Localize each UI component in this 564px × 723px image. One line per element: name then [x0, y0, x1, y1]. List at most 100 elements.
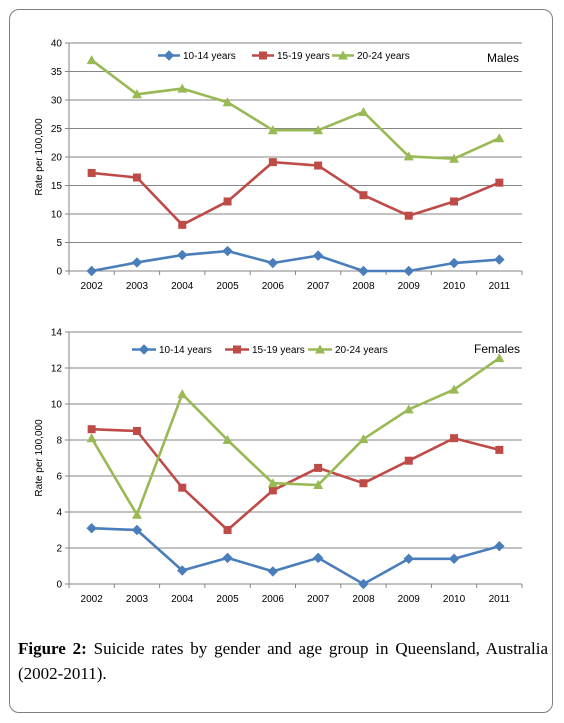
females-chart: 0 2 4 6 8 10 12 14 2002 2003 2004 2005 2006 2007 2008 2…	[34, 328, 523, 605]
males-xtick-label: 2010	[443, 281, 466, 292]
males-series-line-20-24-years	[90, 59, 500, 161]
males-xtick-label: 2003	[126, 281, 149, 292]
males-point-10-14-years	[358, 265, 369, 277]
males-point-20-24-years	[313, 125, 324, 135]
females-point-10-14-years	[131, 524, 143, 536]
males-ytick-label: 40	[51, 39, 63, 50]
females-ytick-label: 2	[56, 544, 62, 555]
females-point-20-24-years	[177, 389, 188, 399]
females-ytick-label: 14	[51, 328, 63, 339]
males-point-15-19-years	[132, 173, 141, 182]
females-series-line-20-24-years	[90, 357, 501, 516]
males-legend-label-15-19-years: 15-19 years	[277, 51, 330, 62]
males-y-axis-label: Rate per 100,000	[34, 118, 45, 196]
females-legend-label-10-14-years: 10-14 years	[159, 345, 212, 356]
caption-label: Figure 2:	[18, 639, 87, 658]
females-point-20-24-years	[86, 433, 97, 443]
females-point-20-24-years	[358, 434, 369, 444]
males-xtick-label: 2002	[81, 281, 104, 292]
females-legend-label-15-19-years: 15-19 years	[252, 345, 305, 356]
males-point-10-14-years	[177, 249, 188, 261]
females-xtick-label: 2011	[489, 594, 511, 605]
females-point-15-19-years	[450, 434, 459, 443]
males-point-10-14-years	[86, 265, 97, 277]
males-point-15-19-years	[495, 178, 504, 187]
males-point-20-24-years	[449, 153, 460, 163]
females-series-line-10-14-years	[91, 526, 500, 586]
males-xtick-label: 2006	[262, 281, 285, 292]
females-point-10-14-years	[494, 540, 505, 552]
males-ytick-label: 35	[51, 67, 63, 78]
females-point-15-19-years	[87, 425, 96, 434]
males-legend-label-20-24-years: 20-24 years	[357, 51, 410, 62]
males-ytick-label: 15	[51, 181, 63, 192]
males-point-15-19-years	[359, 191, 368, 200]
males-legend-marker-20-24-years	[338, 50, 348, 60]
females-ytick-label: 6	[56, 472, 62, 483]
females-xtick-label: 2006	[262, 594, 285, 605]
females-point-15-19-years	[495, 445, 504, 454]
females-point-10-14-years	[222, 552, 233, 564]
males-ytick-label: 30	[51, 96, 63, 107]
females-point-10-14-years	[177, 565, 188, 576]
males-point-10-14-years	[312, 250, 324, 261]
females-point-20-24-years	[403, 404, 414, 414]
females-point-10-14-years	[448, 553, 460, 565]
males-point-10-14-years	[222, 245, 233, 257]
males-point-15-19-years	[87, 168, 96, 177]
females-y-axis-label: Rate per 100,000	[34, 419, 45, 497]
males-legend-marker-10-14-years	[163, 50, 175, 61]
females-point-15-19-years	[132, 427, 141, 435]
females-series-line-15-19-years	[91, 427, 500, 532]
females-xtick-label: 2005	[216, 594, 239, 605]
males-point-20-24-years	[403, 151, 414, 161]
females-ytick-label: 10	[51, 400, 63, 411]
caption-text: Suicide rates by gender and age group in…	[18, 639, 548, 683]
females-xtick-label: 2002	[81, 594, 104, 605]
males-xtick-label: 2005	[216, 281, 239, 292]
females-point-20-24-years	[449, 384, 460, 394]
females-point-15-19-years	[404, 456, 413, 465]
males-point-10-14-years	[494, 254, 505, 265]
males-point-15-19-years	[268, 158, 277, 167]
males-point-15-19-years	[223, 197, 232, 206]
females-xtick-label: 2007	[307, 594, 330, 605]
females-legend-marker-15-19-years	[233, 345, 241, 354]
males-series-line-10-14-years	[91, 249, 500, 273]
males-xtick-label: 2011	[489, 281, 511, 292]
figure-frame	[9, 9, 553, 713]
females-point-10-14-years	[312, 552, 324, 564]
males-point-20-24-years	[177, 83, 188, 93]
males-point-15-19-years	[314, 161, 323, 170]
females-point-15-19-years	[359, 479, 368, 488]
females-point-20-24-years	[267, 478, 278, 488]
males-ytick-label: 10	[51, 210, 63, 221]
males-xtick-label: 2009	[398, 281, 421, 292]
females-xtick-label: 2004	[171, 594, 194, 605]
males-point-20-24-years	[131, 89, 142, 99]
males-point-20-24-years	[86, 55, 97, 65]
males-ytick-label: 5	[56, 238, 62, 249]
males-ytick-label: 25	[51, 124, 63, 135]
males-point-20-24-years	[267, 125, 278, 135]
figure-caption: Figure 2: Suicide rates by gender and ag…	[18, 636, 548, 686]
females-point-10-14-years	[267, 566, 279, 577]
females-ytick-label: 12	[51, 364, 63, 375]
females-legend-marker-20-24-years	[315, 344, 325, 354]
females-point-20-24-years	[222, 435, 233, 444]
females-point-20-24-years	[313, 480, 324, 489]
males-point-10-14-years	[403, 265, 414, 277]
females-ytick-label: 0	[56, 580, 62, 591]
males-point-10-14-years	[131, 257, 143, 268]
females-xtick-label: 2010	[443, 594, 466, 605]
females-point-10-14-years	[86, 522, 97, 534]
females-point-10-14-years	[403, 553, 414, 565]
males-point-20-24-years	[358, 106, 369, 116]
males-xtick-label: 2007	[307, 281, 330, 292]
males-point-10-14-years	[448, 257, 460, 269]
females-xtick-label: 2003	[126, 594, 149, 605]
males-point-15-19-years	[450, 197, 459, 206]
males-xtick-label: 2008	[352, 281, 375, 292]
females-legend-label-20-24-years: 20-24 years	[335, 345, 388, 356]
females-point-15-19-years	[223, 526, 232, 534]
